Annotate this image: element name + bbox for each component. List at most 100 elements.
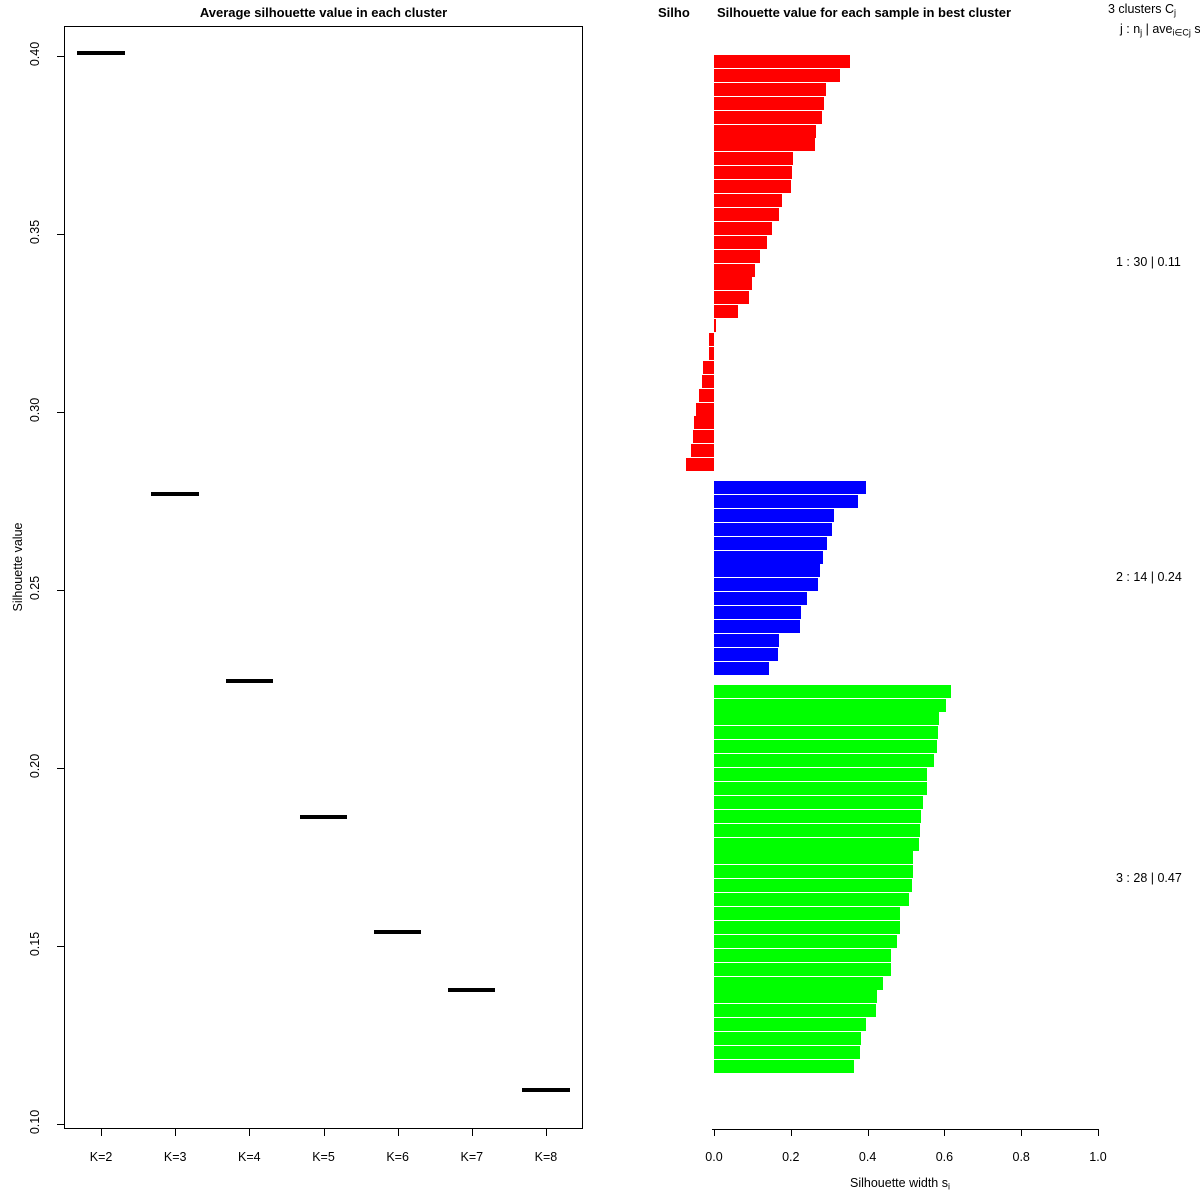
left-series-segment <box>373 930 422 935</box>
right-x-tick-label: 0.2 <box>782 1150 800 1164</box>
left-y-tick-label: 0.15 <box>28 931 42 956</box>
left-x-tick-mark <box>175 1129 177 1136</box>
left-y-tick-mark <box>57 234 64 236</box>
left-y-tick-label: 0.25 <box>28 575 42 601</box>
right-x-tick-mark <box>867 1129 869 1136</box>
silhouette-bar <box>714 865 913 879</box>
right-chart-panel: Silhouette value for each sample in best… <box>600 0 1200 1200</box>
silhouette-bar <box>714 1018 866 1032</box>
left-y-axis-label: Silhouette value <box>11 522 25 612</box>
legend-format-key: j : nj | avei∈Cj s <box>1120 22 1200 39</box>
left-x-tick-mark <box>101 1129 103 1136</box>
silhouette-bar <box>714 494 859 508</box>
silhouette-bar <box>692 430 714 444</box>
silhouette-bar <box>714 96 824 110</box>
silhouette-bar <box>714 633 779 647</box>
silhouette-bar <box>714 990 877 1004</box>
silhouette-bar <box>714 152 794 166</box>
right-x-tick-label: 0.8 <box>1012 1150 1030 1164</box>
silhouette-bar <box>714 592 807 606</box>
silhouette-bar <box>709 346 714 360</box>
left-series-segment <box>299 814 348 819</box>
silhouette-bar <box>714 795 923 809</box>
left-chart-panel: Average silhouette value in each cluster… <box>11 5 583 1164</box>
silhouette-bar <box>714 879 913 893</box>
left-x-tick-mark <box>323 1129 325 1136</box>
silhouette-bar <box>714 508 834 522</box>
silhouette-bar <box>714 124 816 138</box>
silhouette-bar <box>714 291 749 305</box>
left-x-tick-label: K=6 <box>386 1150 409 1164</box>
left-x-tick-mark <box>471 1129 473 1136</box>
right-chart-title-overlap: Silho <box>658 5 690 20</box>
left-series-segment <box>522 1087 570 1092</box>
left-x-tick-label: K=4 <box>238 1150 261 1164</box>
silhouette-bar <box>714 948 892 962</box>
silhouette-bar <box>701 374 714 388</box>
silhouette-bar <box>714 712 940 726</box>
silhouette-bar <box>714 1046 861 1059</box>
legend-cluster-count-text: 3 clusters C <box>1108 2 1174 16</box>
silhouette-bar <box>714 68 840 82</box>
left-y-tick-mark <box>57 1123 64 1125</box>
cluster-summary-label: 3 : 28 | 0.47 <box>1116 870 1182 885</box>
left-x-tick-label: K=7 <box>460 1150 484 1164</box>
left-y-tick-label: 0.40 <box>28 42 42 67</box>
silhouette-bar <box>714 522 832 536</box>
silhouette-bar <box>714 166 792 180</box>
silhouette-bar <box>714 837 920 851</box>
right-x-tick-mark <box>714 1129 715 1136</box>
left-x-tick-label: K=8 <box>534 1150 558 1164</box>
silhouette-bar <box>714 620 801 633</box>
silhouette-bar <box>714 319 717 333</box>
silhouette-bar <box>714 263 756 277</box>
silhouette-bar <box>714 536 827 550</box>
right-x-tick-mark <box>944 1129 946 1136</box>
silhouette-bar <box>714 740 938 754</box>
right-x-axis-label-text: Silhouette width s <box>850 1176 948 1190</box>
silhouette-bar <box>714 194 783 207</box>
silhouette-bar <box>714 907 901 920</box>
silhouette-bar <box>714 550 824 564</box>
silhouette-bar <box>714 809 921 823</box>
silhouette-bar <box>714 1059 854 1073</box>
left-y-tick-label: 0.30 <box>28 397 42 423</box>
silhouette-bar <box>714 606 801 620</box>
silhouette-bar <box>694 416 714 430</box>
silhouette-bar <box>714 934 897 948</box>
legend-cluster-count: 3 clusters Cj <box>1108 2 1176 18</box>
silhouette-bar <box>714 82 826 96</box>
silhouette-bar <box>714 481 867 494</box>
left-y-tick-label: 0.20 <box>28 753 42 779</box>
silhouette-bar <box>714 698 946 712</box>
left-chart-title: Average silhouette value in each cluster <box>199 5 448 20</box>
silhouette-bar <box>714 110 822 124</box>
left-series-segment <box>225 678 274 683</box>
left-y-tick-mark <box>57 56 64 58</box>
left-y-tick-mark <box>57 767 64 769</box>
silhouette-bar <box>714 235 767 249</box>
legend-format-key-b: | ave <box>1142 22 1173 36</box>
left-x-tick-mark <box>397 1129 399 1136</box>
silhouette-bar <box>714 976 883 990</box>
right-x-axis-label: Silhouette width si <box>600 1176 1200 1192</box>
legend-format-key-c: s <box>1190 22 1200 36</box>
silhouette-bar <box>714 138 815 152</box>
silhouette-bar <box>698 388 714 402</box>
silhouette-bar <box>695 402 714 416</box>
right-x-tick-label: 0.0 <box>705 1150 723 1164</box>
right-x-axis-line <box>712 1129 1098 1130</box>
left-x-tick-label: K=5 <box>312 1150 335 1164</box>
silhouette-bar <box>714 768 928 781</box>
right-x-tick-label: 0.6 <box>935 1150 954 1164</box>
silhouette-bar <box>714 962 892 976</box>
silhouette-bar <box>714 221 773 235</box>
silhouette-bar <box>709 333 714 346</box>
right-x-tick-mark <box>790 1129 792 1136</box>
silhouette-bar <box>714 249 760 263</box>
silhouette-bar <box>714 180 791 194</box>
cluster-summary-label: 1 : 30 | 0.11 <box>1116 255 1181 270</box>
silhouette-bar <box>714 823 921 837</box>
silhouette-bar <box>714 661 769 675</box>
silhouette-bar <box>714 305 739 319</box>
